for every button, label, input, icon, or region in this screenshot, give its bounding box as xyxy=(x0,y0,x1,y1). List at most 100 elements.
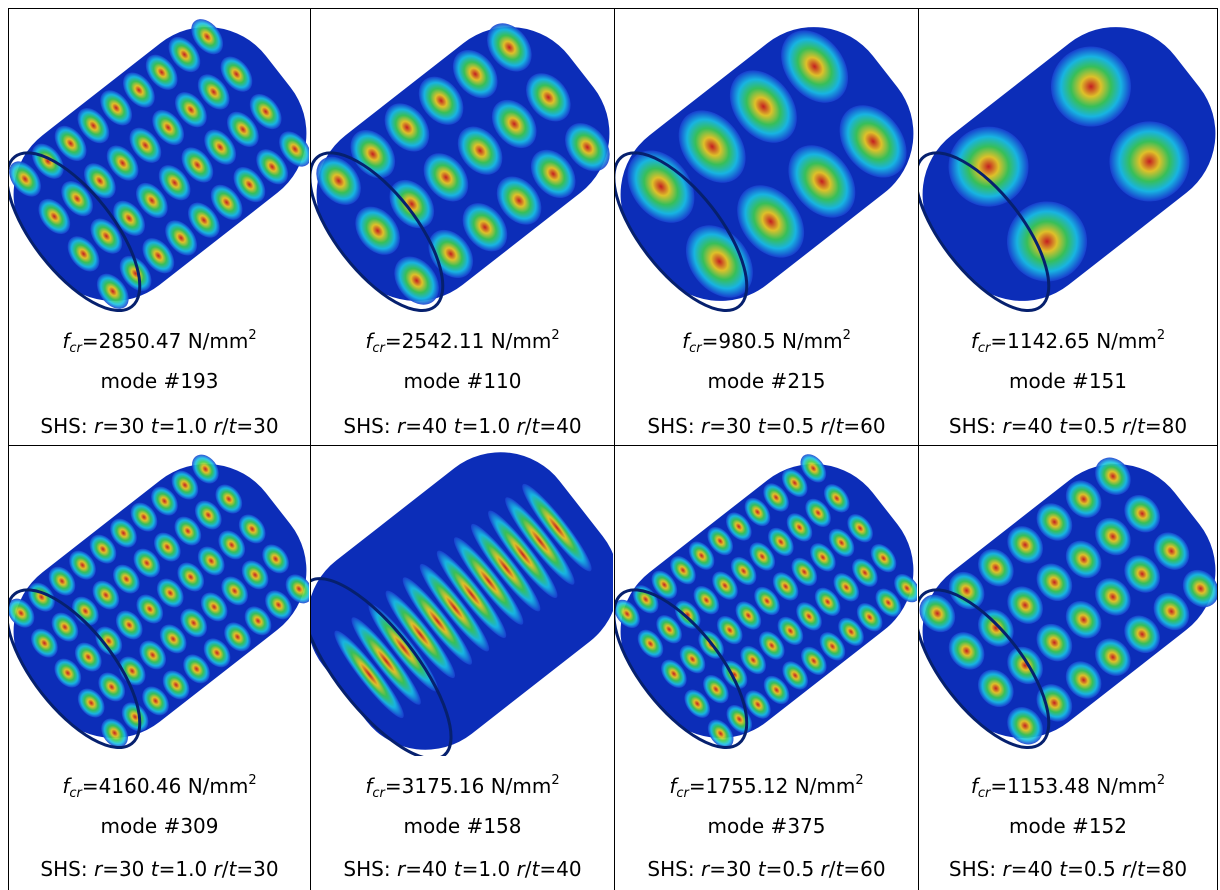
param-text: =1.0 xyxy=(462,414,517,438)
buckling-illustration xyxy=(9,9,309,319)
critical-stress: fcr=1142.65 N/mm2 xyxy=(919,329,1217,353)
mode-number: mode #110 xyxy=(311,369,614,393)
exponent: 2 xyxy=(551,328,559,343)
figure-cell: fcr=3175.16 N/mm2mode #158SHS: r=40 t=1.… xyxy=(310,445,614,890)
subscript-text: cr xyxy=(978,786,991,801)
param-text: t xyxy=(1137,857,1145,881)
exponent: 2 xyxy=(248,328,256,343)
buckling-illustration xyxy=(919,9,1217,319)
param-text: SHS: xyxy=(949,857,1003,881)
param-text: t xyxy=(454,414,462,438)
param-text: t xyxy=(1059,857,1067,881)
subscript-text: cr xyxy=(372,786,385,801)
param-text: SHS: xyxy=(647,857,701,881)
section-params: SHS: r=30 t=0.5 r/t=60 xyxy=(615,857,918,881)
tube xyxy=(615,9,917,319)
param-text: =80 xyxy=(1145,414,1187,438)
mode-number: mode #193 xyxy=(9,369,310,393)
exponent: 2 xyxy=(843,328,851,343)
param-text: r xyxy=(1002,414,1010,438)
subscript-text: cr xyxy=(69,341,82,356)
figure-cell: fcr=1755.12 N/mm2mode #375SHS: r=30 t=0.… xyxy=(614,445,918,890)
tube xyxy=(311,446,613,756)
param-text: =40 xyxy=(539,857,581,881)
param-text: r xyxy=(517,857,525,881)
param-text: t xyxy=(454,857,462,881)
section-params: SHS: r=30 t=1.0 r/t=30 xyxy=(9,414,310,438)
tube xyxy=(919,446,1217,756)
param-text: / xyxy=(222,857,229,881)
param-text: SHS: xyxy=(343,414,397,438)
buckling-illustration xyxy=(615,446,917,756)
critical-stress: fcr=1153.48 N/mm2 xyxy=(919,774,1217,798)
tube xyxy=(9,446,309,756)
param-text: r xyxy=(214,414,222,438)
figure-cell: fcr=2850.47 N/mm2mode #193SHS: r=30 t=1.… xyxy=(8,8,310,445)
param-text: / xyxy=(525,414,532,438)
param-text: r xyxy=(821,857,829,881)
param-text: SHS: xyxy=(40,857,94,881)
subscript: cr xyxy=(69,341,82,356)
param-text: SHS: xyxy=(343,857,397,881)
mode-number: mode #309 xyxy=(9,814,310,838)
param-text: =40 xyxy=(539,414,581,438)
symbol: f xyxy=(971,774,978,798)
critical-stress: fcr=3175.16 N/mm2 xyxy=(311,774,614,798)
tube xyxy=(311,9,613,319)
param-text: =30 xyxy=(709,414,758,438)
param-text: t xyxy=(151,414,159,438)
param-text: =30 xyxy=(236,857,278,881)
stress-value: =4160.46 N/mm xyxy=(82,774,248,798)
param-text: r xyxy=(94,857,102,881)
param-text: =1.0 xyxy=(462,857,517,881)
exponent: 2 xyxy=(551,773,559,788)
param-text: r xyxy=(94,414,102,438)
param-text: SHS: xyxy=(40,414,94,438)
subscript-text: cr xyxy=(689,341,702,356)
param-text: r xyxy=(517,414,525,438)
critical-stress: fcr=980.5 N/mm2 xyxy=(615,329,918,353)
param-text: =0.5 xyxy=(1067,857,1122,881)
mode-number: mode #151 xyxy=(919,369,1217,393)
exponent: 2 xyxy=(855,773,863,788)
section-params: SHS: r=40 t=0.5 r/t=80 xyxy=(919,857,1217,881)
section-params: SHS: r=40 t=1.0 r/t=40 xyxy=(311,857,614,881)
stress-value: =980.5 N/mm xyxy=(702,329,843,353)
param-text: / xyxy=(1130,857,1137,881)
section-params: SHS: r=40 t=1.0 r/t=40 xyxy=(311,414,614,438)
param-text: r xyxy=(701,414,709,438)
param-text: r xyxy=(1002,857,1010,881)
stress-value: =3175.16 N/mm xyxy=(385,774,551,798)
param-text: / xyxy=(525,857,532,881)
section-params: SHS: r=30 t=1.0 r/t=30 xyxy=(9,857,310,881)
subscript: cr xyxy=(689,341,702,356)
stress-value: =2542.11 N/mm xyxy=(385,329,551,353)
param-text: =40 xyxy=(405,414,454,438)
exponent: 2 xyxy=(1157,328,1165,343)
symbol: f xyxy=(971,329,978,353)
param-text: =1.0 xyxy=(159,857,214,881)
param-text: =30 xyxy=(102,414,151,438)
param-text: / xyxy=(829,414,836,438)
param-text: =0.5 xyxy=(1067,414,1122,438)
section-params: SHS: r=30 t=0.5 r/t=60 xyxy=(615,414,918,438)
subscript-text: cr xyxy=(372,341,385,356)
param-text: =0.5 xyxy=(766,857,821,881)
param-text: / xyxy=(1130,414,1137,438)
tube xyxy=(9,9,309,319)
mode-number: mode #215 xyxy=(615,369,918,393)
param-text: =30 xyxy=(709,857,758,881)
param-text: SHS: xyxy=(949,414,1003,438)
subscript: cr xyxy=(372,786,385,801)
param-text: t xyxy=(1059,414,1067,438)
subscript-text: cr xyxy=(69,786,82,801)
subscript: cr xyxy=(676,786,689,801)
param-text: r xyxy=(397,857,405,881)
param-text: r xyxy=(701,857,709,881)
param-text: =80 xyxy=(1145,857,1187,881)
param-text: SHS: xyxy=(647,414,701,438)
